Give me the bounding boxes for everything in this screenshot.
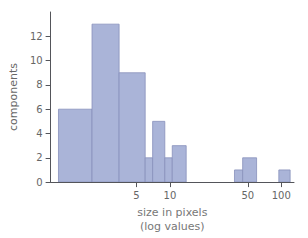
svg-text:5: 5 — [133, 190, 139, 201]
svg-text:0: 0 — [36, 177, 42, 188]
svg-text:size in pixels: size in pixels — [137, 206, 207, 219]
svg-text:50: 50 — [241, 190, 254, 201]
svg-text:10: 10 — [164, 190, 177, 201]
svg-text:10: 10 — [30, 55, 43, 66]
svg-text:12: 12 — [30, 31, 43, 42]
svg-text:(log values): (log values) — [140, 220, 205, 233]
svg-text:2: 2 — [36, 152, 42, 163]
svg-text:100: 100 — [272, 190, 291, 201]
svg-text:6: 6 — [36, 104, 42, 115]
svg-text:8: 8 — [36, 79, 42, 90]
svg-text:4: 4 — [36, 128, 42, 139]
svg-text:components: components — [7, 63, 20, 131]
